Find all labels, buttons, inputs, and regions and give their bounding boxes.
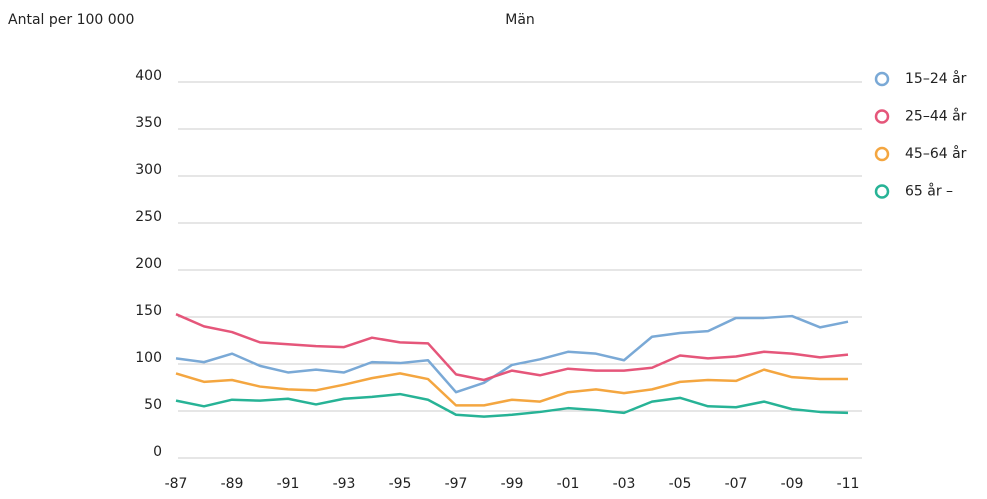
- line: [175, 314, 849, 394]
- chart-title: Män: [505, 12, 535, 28]
- x-tick-label: -89: [221, 476, 244, 492]
- x-tick-label: -05: [669, 476, 692, 492]
- x-tick-label: -11: [837, 476, 860, 492]
- legend-marker: [874, 146, 890, 162]
- legend-label: 15–24 år: [905, 70, 967, 87]
- y-tick-label: 150: [135, 303, 162, 319]
- x-tick-label: -93: [333, 476, 356, 492]
- x-tick-label: -91: [277, 476, 300, 492]
- legend-marker: [874, 109, 890, 124]
- x-tick-label: -97: [445, 476, 468, 492]
- y-tick-label: 350: [135, 115, 162, 131]
- line: [175, 313, 849, 382]
- y-axis-label: Antal per 100 000: [8, 12, 134, 28]
- legend-marker: [874, 71, 890, 87]
- y-tick-label: 300: [135, 162, 162, 178]
- line: [175, 368, 848, 407]
- x-tick-label: -87: [165, 476, 188, 492]
- x-tick-label: -99: [501, 476, 524, 492]
- x-tick-label: -01: [557, 476, 580, 492]
- x-tick-label: -95: [389, 476, 412, 492]
- legend-label: 65 år –: [905, 183, 953, 200]
- legend-marker: [874, 184, 890, 199]
- line: [175, 392, 849, 418]
- y-tick-label: 200: [135, 256, 162, 272]
- x-tick-label: -03: [613, 476, 636, 492]
- legend-label: 25–44 år: [905, 108, 967, 125]
- x-tick-label: -07: [725, 476, 748, 492]
- x-tick-label: -09: [781, 476, 804, 492]
- y-tick-label: 100: [135, 350, 162, 366]
- y-tick-label: 250: [135, 209, 162, 225]
- y-tick-label: 0: [153, 444, 162, 460]
- y-tick-label: 50: [144, 397, 162, 413]
- legend-label: 45–64 år: [905, 145, 967, 162]
- y-tick-label: 400: [135, 68, 162, 84]
